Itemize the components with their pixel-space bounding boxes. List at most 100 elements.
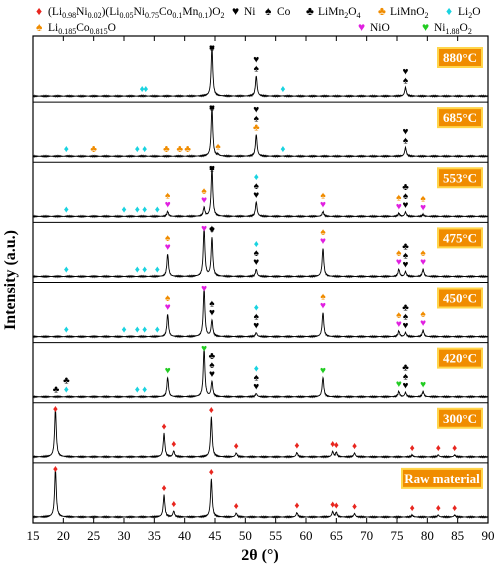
peak-marker: ♦	[171, 499, 176, 510]
panels: ♠♥♠♥♠♥♦♦ ♦880°C♠♥♣♠♥♠♥♦ ♣ ♦ ♦ ♣ ♣ ♣ ♠ ♦685°C♦ ♦ ♦ ♦ ♦…	[32, 43, 489, 520]
peak-marker: ♠	[403, 135, 409, 146]
x-tick-label: 65	[330, 528, 343, 543]
legend-label-part: )O	[208, 6, 220, 18]
peak-marker: ♦	[209, 405, 214, 416]
peak-marker: ♦	[64, 144, 69, 155]
peak-marker: ♠	[420, 248, 426, 259]
peak-marker: ♥	[403, 320, 409, 331]
peak-marker: ♠	[396, 248, 402, 259]
peak-marker: ♠	[396, 310, 402, 321]
peak-marker: ♥	[396, 201, 402, 212]
legend-label-part: 2	[344, 11, 348, 20]
peak-marker: ♦	[142, 144, 147, 155]
legend-label-part: O	[460, 22, 468, 34]
legend-label-part: 0.02	[88, 11, 102, 20]
legend-label: Li2O	[458, 6, 481, 20]
temperature-label-box	[437, 167, 483, 189]
peak-marker: ♦	[53, 464, 58, 475]
x-tick-label: 90	[482, 528, 495, 543]
legend-label-part: NiO	[370, 22, 390, 34]
peak-marker: ♥	[201, 223, 207, 234]
panel-3: ♦ ♦ ♦ ♦♥♠♥ ♥♠♥♠♦ ♥♠♥♠♥♠♣♥♠475°C	[32, 221, 489, 279]
peak-marker: ♠	[254, 312, 260, 323]
peak-marker: ♥	[201, 195, 207, 206]
legend-label-part: 0.75	[145, 11, 159, 20]
peak-marker: ♥	[209, 369, 215, 380]
peak-marker: ♦	[209, 467, 214, 478]
peak-marker: ♥	[209, 225, 215, 236]
peak-marker: ♠	[254, 113, 260, 124]
peak-marker: ♥	[209, 43, 215, 54]
peak-marker: ♥	[320, 300, 326, 311]
peak-marker: ♠	[165, 293, 171, 304]
peak-marker: ♠	[165, 190, 171, 201]
peak-marker: ♥	[403, 126, 409, 137]
legend-symbol: ♥	[358, 20, 365, 34]
peak-marker: ♦	[143, 84, 148, 95]
peak-marker: ♠	[403, 250, 409, 261]
peak-marker: ♦	[352, 441, 357, 452]
peak-marker: ♣	[53, 385, 60, 396]
legend-label-part: )(Li	[102, 6, 120, 18]
panel-6: ♦♦♦♦♦ ♦ ♦♦ ♦ ♦ ♦ ♦300°C	[32, 402, 489, 459]
panel-5: ♣ ♦♣♦ ♦♥♥♥♠♣♥♠♦ ♥♥ ♥♠♣♥420°C	[32, 342, 489, 399]
peak-marker: ♥	[165, 365, 171, 376]
chart-legend: ♦ (Li0.98Ni0.02)(Li0.05Ni0.75Co0.1Mn0.1)O…	[36, 4, 481, 36]
legend-label-part: Ni	[76, 6, 88, 18]
legend-symbol: ♦	[36, 4, 42, 18]
peak-marker: ♦	[142, 325, 147, 336]
legend-label: Ni1.88O2	[434, 22, 472, 36]
peak-marker: ♦	[155, 324, 160, 335]
peak-marker: ♦	[294, 501, 299, 512]
peak-marker: ♦	[334, 500, 339, 511]
x-tick-label: 25	[87, 528, 100, 543]
peak-marker: ♥	[253, 321, 259, 332]
peak-marker: ♦	[334, 440, 339, 451]
peak-marker: ♦	[155, 204, 160, 215]
peak-marker: ♦	[254, 239, 259, 250]
peak-marker: ♠	[209, 163, 215, 174]
peak-marker: ♦	[171, 439, 176, 450]
peak-marker: ♥	[201, 344, 207, 355]
peak-marker: ♠	[209, 43, 215, 54]
temperature-label-box	[437, 347, 483, 369]
series-line	[32, 167, 489, 219]
legend-label-part: (Li	[48, 6, 62, 18]
legend-label-part: 1.88	[446, 27, 460, 36]
temperature-label: 553°C	[443, 170, 477, 185]
x-tick-label: 60	[300, 528, 313, 543]
peak-marker: ♠	[209, 299, 215, 310]
peak-marker: ♣	[402, 302, 409, 313]
legend-label-part: 0.1	[172, 11, 182, 20]
peak-marker: ♦	[234, 441, 239, 452]
peak-marker: ♥	[396, 379, 402, 390]
peak-marker: ♣	[163, 144, 170, 155]
series-line	[32, 107, 489, 159]
legend-label-part: 0.05	[119, 11, 133, 20]
legend-label-part: Li	[48, 22, 58, 34]
legend-label-part: LiMn	[318, 6, 344, 18]
temperature-label: 300°C	[443, 411, 477, 426]
peak-marker: ♣	[209, 351, 216, 362]
peak-marker: ♥	[320, 365, 326, 376]
legend-label-part: Ni	[133, 6, 145, 18]
x-tick-label: 15	[27, 528, 40, 543]
legend-symbol: ♣	[378, 4, 386, 18]
temperature-label: 475°C	[443, 230, 477, 245]
x-tick-label: 85	[451, 528, 464, 543]
panel-1: ♠♥♣♠♥♠♥♦ ♣ ♦ ♦ ♣ ♣ ♣ ♠ ♦685°C	[32, 101, 489, 159]
temperature-label-box	[437, 287, 483, 309]
x-tick-label: 35	[148, 528, 161, 543]
peak-marker: ♦	[436, 503, 441, 514]
peak-marker: ♦	[142, 385, 147, 396]
x-tick-label: 75	[391, 528, 404, 543]
peak-marker: ♥	[420, 257, 426, 268]
legend-label-part: 2	[468, 11, 472, 20]
peak-marker: ♦	[436, 443, 441, 454]
legend-label-part: Co	[277, 6, 291, 18]
peak-marker: ♠	[403, 311, 409, 322]
legend-label-part: 0.98	[62, 11, 76, 20]
legend-symbol: ♠	[265, 4, 272, 18]
peak-marker: ♠	[165, 233, 171, 244]
